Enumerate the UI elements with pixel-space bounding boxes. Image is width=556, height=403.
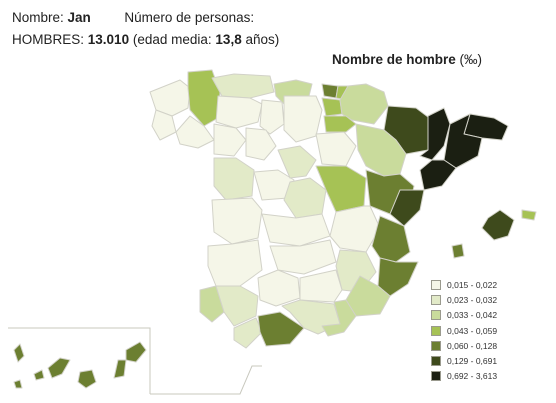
province-leon[interactable]: [215, 95, 263, 129]
legend: 0,015 - 0,022 0,023 - 0,032 0,033 - 0,042 0…: [431, 277, 497, 384]
province-lugo[interactable]: [187, 69, 221, 127]
legend-label: 0,043 - 0,059: [447, 325, 498, 336]
legend-swatch: [431, 325, 441, 336]
legend-swatch: [431, 279, 441, 290]
nombre-label: Nombre:: [12, 10, 64, 25]
province-gomera[interactable]: [33, 369, 45, 381]
hombres-value: 13.010: [87, 32, 130, 47]
province-navarra[interactable]: [339, 83, 389, 125]
province-zamora[interactable]: [213, 123, 247, 157]
nombre-value: Jan: [67, 10, 91, 25]
legend-label: 0,129 - 0,691: [447, 356, 498, 367]
province-fuerteventura[interactable]: [113, 359, 127, 379]
province-sevilla[interactable]: [215, 285, 259, 327]
province-castellon[interactable]: [389, 189, 425, 227]
header-line-2: HOMBRES: 13.010 (edad media: 13,8 años): [12, 32, 279, 47]
province-alicante[interactable]: [377, 257, 419, 297]
province-ibiza[interactable]: [451, 243, 465, 259]
province-tarragona[interactable]: [419, 159, 457, 191]
province-ciudad-real[interactable]: [269, 239, 337, 275]
legend-item: 0,692 - 3,613: [431, 369, 497, 384]
legend-swatch: [431, 356, 441, 367]
province-caceres[interactable]: [211, 197, 263, 245]
canary-inset-border-lower: [150, 365, 262, 395]
header-line-1: Nombre: Jan Número de personas:: [12, 10, 254, 25]
province-cordoba[interactable]: [257, 269, 301, 307]
map-title: Nombre de hombre (‰): [332, 52, 482, 67]
legend-label: 0,015 - 0,022: [447, 279, 498, 290]
legend-label: 0,060 - 0,128: [447, 340, 498, 351]
legend-label: 0,033 - 0,042: [447, 310, 498, 321]
hombres-label: HOMBRES:: [12, 32, 85, 47]
personas-label: Número de personas:: [124, 10, 255, 25]
province-tenerife[interactable]: [47, 357, 71, 379]
province-pontevedra[interactable]: [151, 109, 177, 141]
province-huelva[interactable]: [199, 285, 225, 323]
province-alava[interactable]: [321, 97, 343, 117]
legend-item: 0,043 - 0,059: [431, 323, 497, 338]
province-lleida[interactable]: [419, 107, 451, 161]
province-gran-canaria[interactable]: [77, 369, 97, 389]
province-lanzarote[interactable]: [125, 341, 147, 363]
province-malaga[interactable]: [257, 311, 305, 347]
edad-value: 13,8: [215, 32, 242, 47]
province-cuenca[interactable]: [329, 205, 381, 253]
province-badajoz[interactable]: [207, 239, 263, 287]
legend-label: 0,692 - 3,613: [447, 371, 498, 382]
province-la-palma[interactable]: [13, 343, 25, 363]
legend-item: 0,023 - 0,032: [431, 292, 497, 307]
province-vizcaya[interactable]: [321, 83, 339, 99]
legend-swatch: [431, 371, 441, 382]
province-mallorca[interactable]: [481, 209, 515, 241]
province-soria[interactable]: [315, 131, 357, 167]
province-madrid[interactable]: [283, 177, 327, 219]
legend-item: 0,033 - 0,042: [431, 308, 497, 323]
legend-item: 0,060 - 0,128: [431, 338, 497, 353]
province-asturias[interactable]: [211, 73, 275, 99]
province-jaen[interactable]: [299, 269, 343, 303]
province-salamanca[interactable]: [213, 157, 255, 201]
legend-swatch: [431, 310, 441, 321]
map-title-text: Nombre de hombre: [332, 52, 456, 67]
legend-item: 0,129 - 0,691: [431, 353, 497, 368]
canary-inset-border: [8, 327, 151, 394]
legend-label: 0,023 - 0,032: [447, 294, 498, 305]
edad-label: (edad media:: [132, 32, 212, 47]
province-almeria[interactable]: [321, 299, 357, 337]
province-la-rioja[interactable]: [323, 115, 357, 133]
province-hierro[interactable]: [13, 379, 23, 389]
map-title-unit: (‰): [459, 52, 483, 67]
legend-item: 0,015 - 0,022: [431, 277, 497, 292]
legend-swatch: [431, 294, 441, 305]
province-menorca[interactable]: [521, 209, 537, 221]
province-palencia[interactable]: [259, 99, 285, 135]
province-toledo[interactable]: [261, 213, 331, 247]
province-segovia[interactable]: [277, 145, 317, 179]
legend-swatch: [431, 340, 441, 351]
edad-unit: años): [245, 32, 280, 47]
province-cadiz[interactable]: [233, 317, 263, 349]
province-valladolid[interactable]: [245, 127, 277, 161]
